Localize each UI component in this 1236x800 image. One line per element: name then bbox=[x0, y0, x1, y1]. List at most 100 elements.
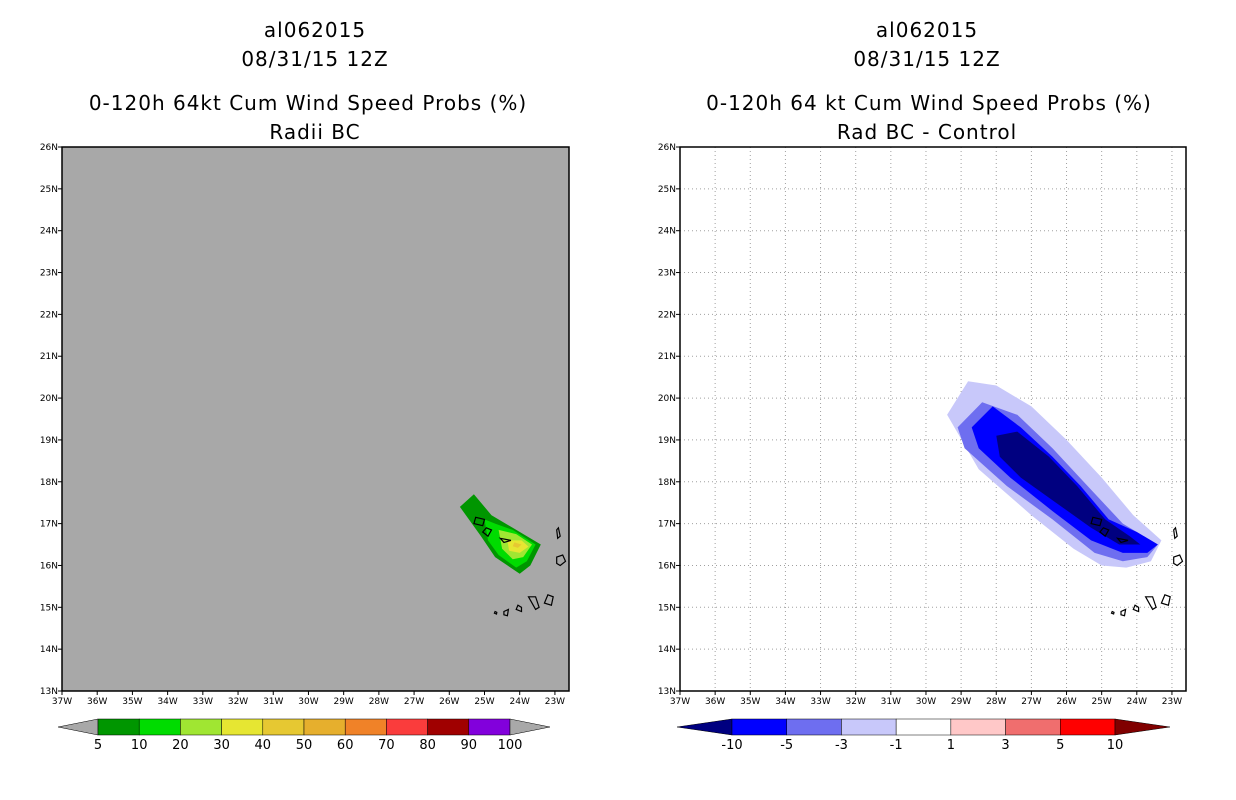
left-colorbar-label: 80 bbox=[419, 738, 436, 753]
right-x-tick-label: 26W bbox=[1056, 697, 1076, 707]
left-coastline bbox=[527, 596, 540, 611]
left-contour-area-40 bbox=[512, 542, 522, 548]
left-colorbar-swatch bbox=[138, 718, 181, 736]
right-colorbar-swatch bbox=[895, 718, 952, 736]
left-y-tick-label: 24N bbox=[40, 227, 58, 237]
right-colorbar-swatch bbox=[950, 718, 1006, 736]
right-map-frame bbox=[679, 146, 1187, 692]
left-coastline bbox=[556, 526, 561, 540]
right-title-subtitle: Rad BC - Control bbox=[836, 120, 1018, 144]
left-title-storm-id: al062015 bbox=[263, 18, 367, 42]
right-colorbar-swatch bbox=[731, 718, 787, 736]
right-x-tick-label: 28W bbox=[986, 697, 1006, 707]
right-title-datetime: 08/31/15 12Z bbox=[853, 47, 1001, 71]
right-colorbar-label: 10 bbox=[1107, 738, 1124, 753]
left-x-tick-label: 31W bbox=[263, 697, 283, 707]
right-coastline bbox=[1120, 608, 1127, 617]
right-colorbar-swatch bbox=[1005, 718, 1061, 736]
left-y-tick-label: 18N bbox=[40, 478, 58, 488]
right-y-tick-label: 13N bbox=[658, 687, 676, 697]
left-x-tick-label: 36W bbox=[87, 697, 107, 707]
left-colorbar-swatch bbox=[303, 718, 346, 736]
right-y-tick-label: 15N bbox=[658, 603, 676, 613]
left-x-tick-label: 25W bbox=[474, 697, 494, 707]
left-x-tick-label: 26W bbox=[439, 697, 459, 707]
left-colorbar-label: 30 bbox=[213, 738, 230, 753]
left-y-tick-label: 16N bbox=[40, 561, 58, 571]
left-colorbar-swatch bbox=[427, 718, 470, 736]
right-y-tick-label: 18N bbox=[658, 478, 676, 488]
left-colorbar-label: 60 bbox=[337, 738, 354, 753]
left-coastline bbox=[481, 527, 493, 538]
left-colorbar-label: 50 bbox=[296, 738, 313, 753]
left-map-panel: 37W 36W 35W 34W 33W 32W 31W 30W 29W 28W 27W 26W 25W 2… bbox=[40, 143, 570, 707]
left-x-tick-label: 35W bbox=[122, 697, 142, 707]
left-colorbar: 5 10 20 30 40 50 60 70 80 90 100 bbox=[57, 718, 551, 753]
right-contour-area-neg10 bbox=[996, 431, 1141, 545]
left-x-tick-label: 30W bbox=[298, 697, 318, 707]
right-colorbar-swatch bbox=[1060, 718, 1116, 736]
left-colorbar-swatch bbox=[221, 718, 264, 736]
right-x-tick-label: 30W bbox=[916, 697, 936, 707]
right-x-tick-label: 33W bbox=[810, 697, 830, 707]
left-colorbar-label: 20 bbox=[172, 738, 189, 753]
left-colorbar-swatch bbox=[180, 718, 222, 736]
right-map-background bbox=[680, 147, 1186, 691]
right-coastline bbox=[1173, 526, 1178, 540]
left-x-tick-label: 28W bbox=[369, 697, 389, 707]
left-x-tick-label: 24W bbox=[510, 697, 530, 707]
right-y-tick-label: 25N bbox=[658, 185, 676, 195]
left-colorbar-swatch bbox=[97, 718, 140, 736]
left-y-tick-label: 25N bbox=[40, 185, 58, 195]
right-colorbar-label: -1 bbox=[890, 738, 903, 753]
right-x-tick-label: 37W bbox=[670, 697, 690, 707]
right-colorbar-label: -3 bbox=[835, 738, 848, 753]
left-x-tick-label: 32W bbox=[228, 697, 248, 707]
right-y-tick-label: 17N bbox=[658, 520, 676, 530]
right-colorbar-label: 3 bbox=[1001, 738, 1009, 753]
left-coastline bbox=[556, 554, 567, 567]
left-colorbar-label: 100 bbox=[498, 738, 523, 753]
right-x-tick-label: 32W bbox=[846, 697, 866, 707]
right-y-tick-label: 26N bbox=[658, 143, 676, 153]
right-coastline bbox=[1160, 594, 1171, 606]
left-coastline bbox=[543, 594, 554, 606]
left-colorbar-label: 10 bbox=[131, 738, 148, 753]
left-coastline bbox=[515, 604, 523, 613]
left-x-tick-label: 23W bbox=[545, 697, 565, 707]
left-map-background bbox=[62, 147, 569, 691]
left-x-tick-label: 37W bbox=[52, 697, 72, 707]
right-y-tick-label: 16N bbox=[658, 561, 676, 571]
left-y-tick-label: 22N bbox=[40, 310, 58, 320]
left-x-tick-label: 29W bbox=[333, 697, 353, 707]
right-x-tick-label: 31W bbox=[881, 697, 901, 707]
right-colorbar-high-arrow bbox=[1114, 718, 1171, 736]
right-y-tick-label: 14N bbox=[658, 645, 676, 655]
left-coastline bbox=[498, 537, 512, 544]
left-title-subtitle: Radii BC bbox=[269, 120, 361, 144]
right-coastline bbox=[1173, 554, 1184, 567]
left-coastline bbox=[493, 610, 498, 615]
right-colorbar-label: -10 bbox=[721, 738, 742, 753]
left-y-tick-label: 13N bbox=[40, 687, 58, 697]
right-coastline bbox=[1132, 604, 1140, 613]
right-colorbar-low-arrow bbox=[676, 718, 733, 736]
left-map-frame bbox=[61, 146, 570, 692]
right-y-tick-label: 19N bbox=[658, 436, 676, 446]
left-colorbar-swatch bbox=[386, 718, 428, 736]
left-y-tick-label: 17N bbox=[40, 520, 58, 530]
left-colorbar-low-arrow bbox=[57, 718, 99, 736]
right-x-tick-label: 29W bbox=[951, 697, 971, 707]
right-y-tick-label: 21N bbox=[658, 352, 676, 362]
right-x-tick-label: 25W bbox=[1091, 697, 1111, 707]
left-title-datetime: 08/31/15 12Z bbox=[241, 47, 389, 71]
left-colorbar-swatch bbox=[468, 718, 511, 736]
right-y-tick-label: 24N bbox=[658, 227, 676, 237]
right-x-tick-label: 23W bbox=[1162, 697, 1182, 707]
right-x-tick-label: 27W bbox=[1021, 697, 1041, 707]
left-x-tick-label: 27W bbox=[404, 697, 424, 707]
right-colorbar-label: -5 bbox=[780, 738, 793, 753]
right-colorbar-swatch bbox=[786, 718, 842, 736]
right-colorbar: -10 -5 -3 -1 1 3 5 10 bbox=[676, 718, 1171, 753]
